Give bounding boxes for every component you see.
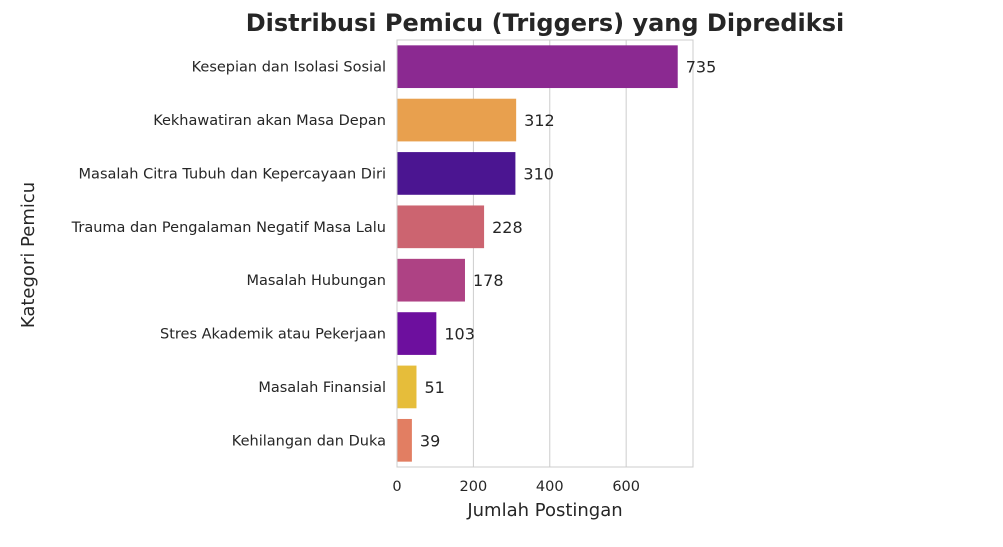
value-label: 228	[492, 218, 523, 237]
bar	[397, 258, 465, 302]
category-label: Masalah Finansial	[258, 380, 386, 396]
bar	[397, 98, 517, 142]
value-labels: 735 312 310 228 178 103 51 39	[420, 58, 716, 451]
value-label: 312	[524, 111, 555, 130]
value-label: 735	[686, 58, 717, 77]
y-axis-title: Kategori Pemicu	[18, 182, 39, 328]
category-label: Masalah Citra Tubuh dan Kepercayaan Diri	[79, 166, 386, 182]
category-label: Kekhawatiran akan Masa Depan	[153, 113, 386, 129]
category-label: Kehilangan dan Duka	[232, 433, 386, 449]
value-label: 310	[523, 164, 554, 183]
value-label: 103	[444, 325, 475, 344]
x-tick-label: 200	[460, 479, 488, 495]
x-tick-label: 0	[392, 479, 401, 495]
category-labels: Kesepian dan Isolasi Sosial Kekhawatiran …	[71, 60, 386, 450]
category-label: Masalah Hubungan	[246, 273, 386, 289]
value-label: 178	[473, 271, 504, 290]
x-tick-labels: 0 200 400 600	[392, 479, 640, 495]
x-tick-label: 400	[536, 479, 564, 495]
bar	[397, 205, 485, 249]
category-label: Trauma dan Pengalaman Negatif Masa Lalu	[71, 220, 386, 236]
value-label: 39	[420, 431, 440, 450]
bar	[397, 365, 417, 409]
plot-frame	[396, 39, 694, 468]
value-label: 51	[424, 378, 444, 397]
x-axis-title: Jumlah Postingan	[466, 500, 622, 521]
bar	[397, 152, 516, 195]
bar	[397, 45, 678, 89]
bars	[397, 45, 678, 462]
x-tick-label: 600	[612, 479, 640, 495]
category-label: Kesepian dan Isolasi Sosial	[192, 60, 386, 76]
bar	[397, 312, 437, 355]
chart-title: Distribusi Pemicu (Triggers) yang Dipred…	[246, 9, 845, 37]
bar	[397, 418, 412, 462]
category-label: Stres Akademik atau Pekerjaan	[160, 327, 386, 343]
plot-border	[396, 39, 694, 468]
